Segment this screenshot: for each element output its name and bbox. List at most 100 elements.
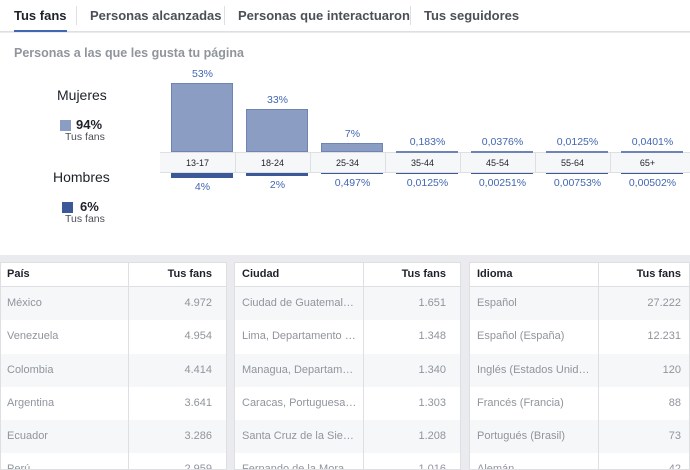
women-label: Mujeres <box>57 87 107 103</box>
row-name: Francés (Francia) <box>477 396 564 409</box>
men-bar-label: 2% <box>269 178 286 191</box>
tab-tus-seguidores[interactable]: Tus seguidores <box>424 8 520 23</box>
row-name: Inglés (Estados Unidos) <box>477 363 592 376</box>
country-table: País Tus fans México 4.972 Venezuela 4.954 Col… <box>0 262 227 470</box>
row-value: 88 <box>668 396 681 409</box>
men-bar-label: 0,497% <box>334 177 371 189</box>
age-label: 65+ <box>639 158 656 168</box>
age-label: 55-64 <box>560 158 585 168</box>
language-table-header: Idioma Tus fans <box>470 263 689 287</box>
column-header-fans[interactable]: Tus fans <box>167 268 212 280</box>
men-legend-swatch <box>62 202 73 213</box>
table-row: Francés (Francia) 88 <box>470 387 689 420</box>
row-value: 42 <box>668 463 681 470</box>
women-bar[interactable] <box>621 151 683 153</box>
axis-tick <box>460 152 461 173</box>
row-name: Argentina <box>7 396 55 409</box>
women-sub: Tus fans <box>65 131 105 143</box>
tab-bar: Tus fans Personas alcanzadas Personas qu… <box>0 0 690 32</box>
table-row: Español (España) 12.231 <box>470 320 689 353</box>
row-value: 1.651 <box>418 297 446 309</box>
men-bar[interactable] <box>171 173 233 178</box>
table-row: Managua, Departamen... 1.340 <box>235 353 460 387</box>
row-name: Perú <box>7 463 31 470</box>
row-value: 1.303 <box>418 396 446 409</box>
women-bar[interactable] <box>321 142 383 152</box>
women-bar-label: 0,0401% <box>631 136 674 148</box>
tab-divider <box>76 6 77 25</box>
men-bar[interactable] <box>546 173 608 174</box>
row-value: 4.414 <box>184 363 212 376</box>
table-row: Ecuador 3.286 <box>1 420 226 454</box>
women-bar[interactable] <box>246 109 308 152</box>
women-bar-label: 7% <box>344 127 361 140</box>
women-bar-label: 0,183% <box>409 136 446 148</box>
row-value: 1.348 <box>418 330 446 343</box>
table-row: Colombia 4.414 <box>1 353 226 387</box>
city-table: Ciudad Tus fans Ciudad de Guatemala, ... 1.… <box>234 262 461 470</box>
row-name: Fernando de la Mora (... <box>242 463 357 470</box>
table-row: Alemán 42 <box>470 453 689 470</box>
women-bar[interactable] <box>171 83 233 152</box>
tab-tus-fans[interactable]: Tus fans <box>14 0 67 32</box>
column-divider <box>363 263 364 469</box>
column-header-name[interactable]: País <box>7 268 30 280</box>
column-divider <box>128 263 129 469</box>
row-name: Portugués (Brasil) <box>477 430 566 443</box>
women-bar-label: 53% <box>191 68 213 80</box>
row-name: Ecuador <box>7 430 48 443</box>
men-percent: 6% <box>80 199 99 214</box>
age-label: 18-24 <box>260 158 285 168</box>
row-name: Venezuela <box>7 330 59 343</box>
row-name: Caracas, Portuguesa (... <box>242 396 357 409</box>
table-row: Perú 2.959 <box>1 453 226 470</box>
demographics-panel: Personas a las que les gusta tu página M… <box>0 33 690 255</box>
men-bar[interactable] <box>621 173 683 174</box>
row-name: Managua, Departamen... <box>242 363 357 376</box>
column-header-fans[interactable]: Tus fans <box>636 268 681 280</box>
men-bar-label: 0,0125% <box>406 177 449 189</box>
row-name: Santa Cruz de la Sierra... <box>242 430 357 443</box>
women-bar-label: 0,0376% <box>481 136 524 148</box>
column-divider <box>598 263 599 469</box>
tab-personas-interactuaron[interactable]: Personas que interactuaron <box>238 8 410 23</box>
tab-personas-alcanzadas[interactable]: Personas alcanzadas <box>90 8 222 23</box>
women-bar[interactable] <box>396 151 458 153</box>
row-value: 4.972 <box>184 297 212 309</box>
row-value: 3.641 <box>184 396 212 409</box>
age-gender-chart: 13-17 53% 4% 18-24 33% 2% 25-34 7% 0,497% 35-44 0,… <box>0 33 690 255</box>
age-label: 13-17 <box>185 158 210 168</box>
men-sub: Tus fans <box>65 213 105 225</box>
city-table-header: Ciudad Tus fans <box>235 263 460 287</box>
men-label: Hombres <box>53 169 110 185</box>
row-value: 2.959 <box>184 463 212 470</box>
row-value: 73 <box>668 430 681 443</box>
men-bar[interactable] <box>471 173 533 174</box>
column-header-name[interactable]: Ciudad <box>242 268 280 280</box>
column-header-name[interactable]: Idioma <box>477 268 513 280</box>
panel-title: Personas a las que les gusta tu página <box>14 46 244 60</box>
men-bar[interactable] <box>321 173 383 174</box>
table-row: Fernando de la Mora (... 1.016 <box>235 453 460 470</box>
table-row: Santa Cruz de la Sierra... 1.208 <box>235 420 460 454</box>
row-name: Lima, Departamento de... <box>242 330 357 343</box>
table-row: Caracas, Portuguesa (... 1.303 <box>235 387 460 420</box>
women-bar[interactable] <box>471 151 533 153</box>
age-label: 45-54 <box>485 158 510 168</box>
column-header-fans[interactable]: Tus fans <box>401 268 446 280</box>
table-row: Argentina 3.641 <box>1 387 226 420</box>
country-table-header: País Tus fans <box>1 263 226 287</box>
row-value: 12.231 <box>647 330 681 343</box>
row-name: México <box>7 297 42 309</box>
row-value: 3.286 <box>184 430 212 443</box>
language-table-body: Español 27.222 Español (España) 12.231 Inglé… <box>470 287 689 470</box>
table-row: Portugués (Brasil) 73 <box>470 420 689 454</box>
men-bar[interactable] <box>396 173 458 174</box>
axis-tick <box>385 152 386 173</box>
axis-tick <box>610 152 611 173</box>
men-bar[interactable] <box>246 173 308 176</box>
table-row: Español 27.222 <box>470 287 689 321</box>
tab-divider <box>410 6 411 25</box>
table-row: Lima, Departamento de... 1.348 <box>235 320 460 353</box>
women-bar[interactable] <box>546 151 608 153</box>
